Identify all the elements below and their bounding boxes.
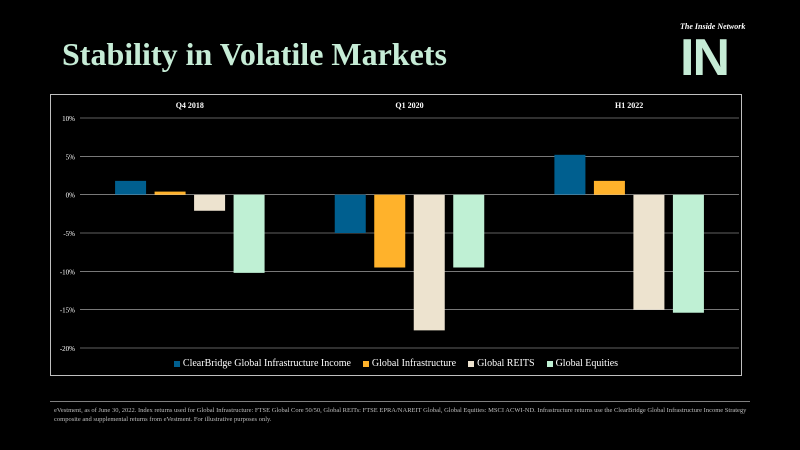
category-label: H1 2022 (615, 101, 643, 110)
legend-label: Global Equities (555, 358, 619, 369)
legend-label: ClearBridge Global Infrastructure Income (182, 358, 351, 369)
bar-global-reits-q1-2020 (413, 194, 445, 331)
legend-swatch (546, 360, 553, 367)
brand-tagline: The Inside Network (680, 22, 746, 31)
chart-frame: 10% 5% 0% -5% -10% -15% -20% Q4 2018 Q1 2020 H1 2… (50, 94, 742, 376)
bar-global-equities-h1-2022 (672, 194, 704, 313)
y-tick-label: -10% (60, 268, 75, 276)
category-label: Q1 2020 (395, 101, 423, 110)
footnote: eVestment, as of June 30, 2022. Index re… (54, 407, 747, 423)
y-tick-label: 5% (66, 153, 76, 161)
bar-global-reits-h1-2022 (633, 194, 665, 310)
page-title: Stability in Volatile Markets (62, 36, 447, 72)
legend-label: Global Infrastructure (371, 358, 457, 369)
legend-swatch (173, 360, 180, 367)
bar-clearbridge-global-infrastructure-income-q4-2018 (115, 180, 147, 195)
bar-global-reits-q4-2018 (194, 194, 226, 211)
bar-global-equities-q4-2018 (233, 194, 265, 273)
legend-item: ClearBridge Global Infrastructure Income (173, 358, 351, 369)
bar-clearbridge-global-infrastructure-income-q1-2020 (334, 194, 366, 233)
legend-item: Global Infrastructure (362, 358, 457, 369)
bar-chart: 10% 5% 0% -5% -10% -15% -20% Q4 2018 Q1 2020 H1 2… (60, 101, 739, 353)
bar-clearbridge-global-infrastructure-income-h1-2022 (554, 154, 586, 195)
bar-global-equities-q1-2020 (453, 194, 485, 268)
y-tick-label: 10% (62, 115, 75, 123)
y-tick-label: -20% (60, 345, 75, 353)
y-tick-label: -15% (60, 307, 75, 315)
bar-global-infrastructure-q4-2018 (154, 191, 186, 195)
legend-swatch (362, 360, 369, 367)
footnote-divider (50, 401, 750, 402)
legend-item: Global REITS (468, 358, 535, 369)
chart-legend: ClearBridge Global Infrastructure Income… (51, 358, 741, 369)
bar-global-infrastructure-h1-2022 (593, 180, 625, 195)
y-tick-label: -5% (63, 230, 75, 238)
legend-swatch (468, 360, 475, 367)
category-label: Q4 2018 (176, 101, 204, 110)
brand-logo-mark: IN (680, 29, 730, 87)
legend-label: Global REITS (477, 358, 535, 369)
y-tick-label: 0% (66, 192, 76, 200)
brand-logo: The Inside Network IN (680, 22, 746, 87)
bar-global-infrastructure-q1-2020 (374, 194, 406, 268)
legend-item: Global Equities (546, 358, 619, 369)
